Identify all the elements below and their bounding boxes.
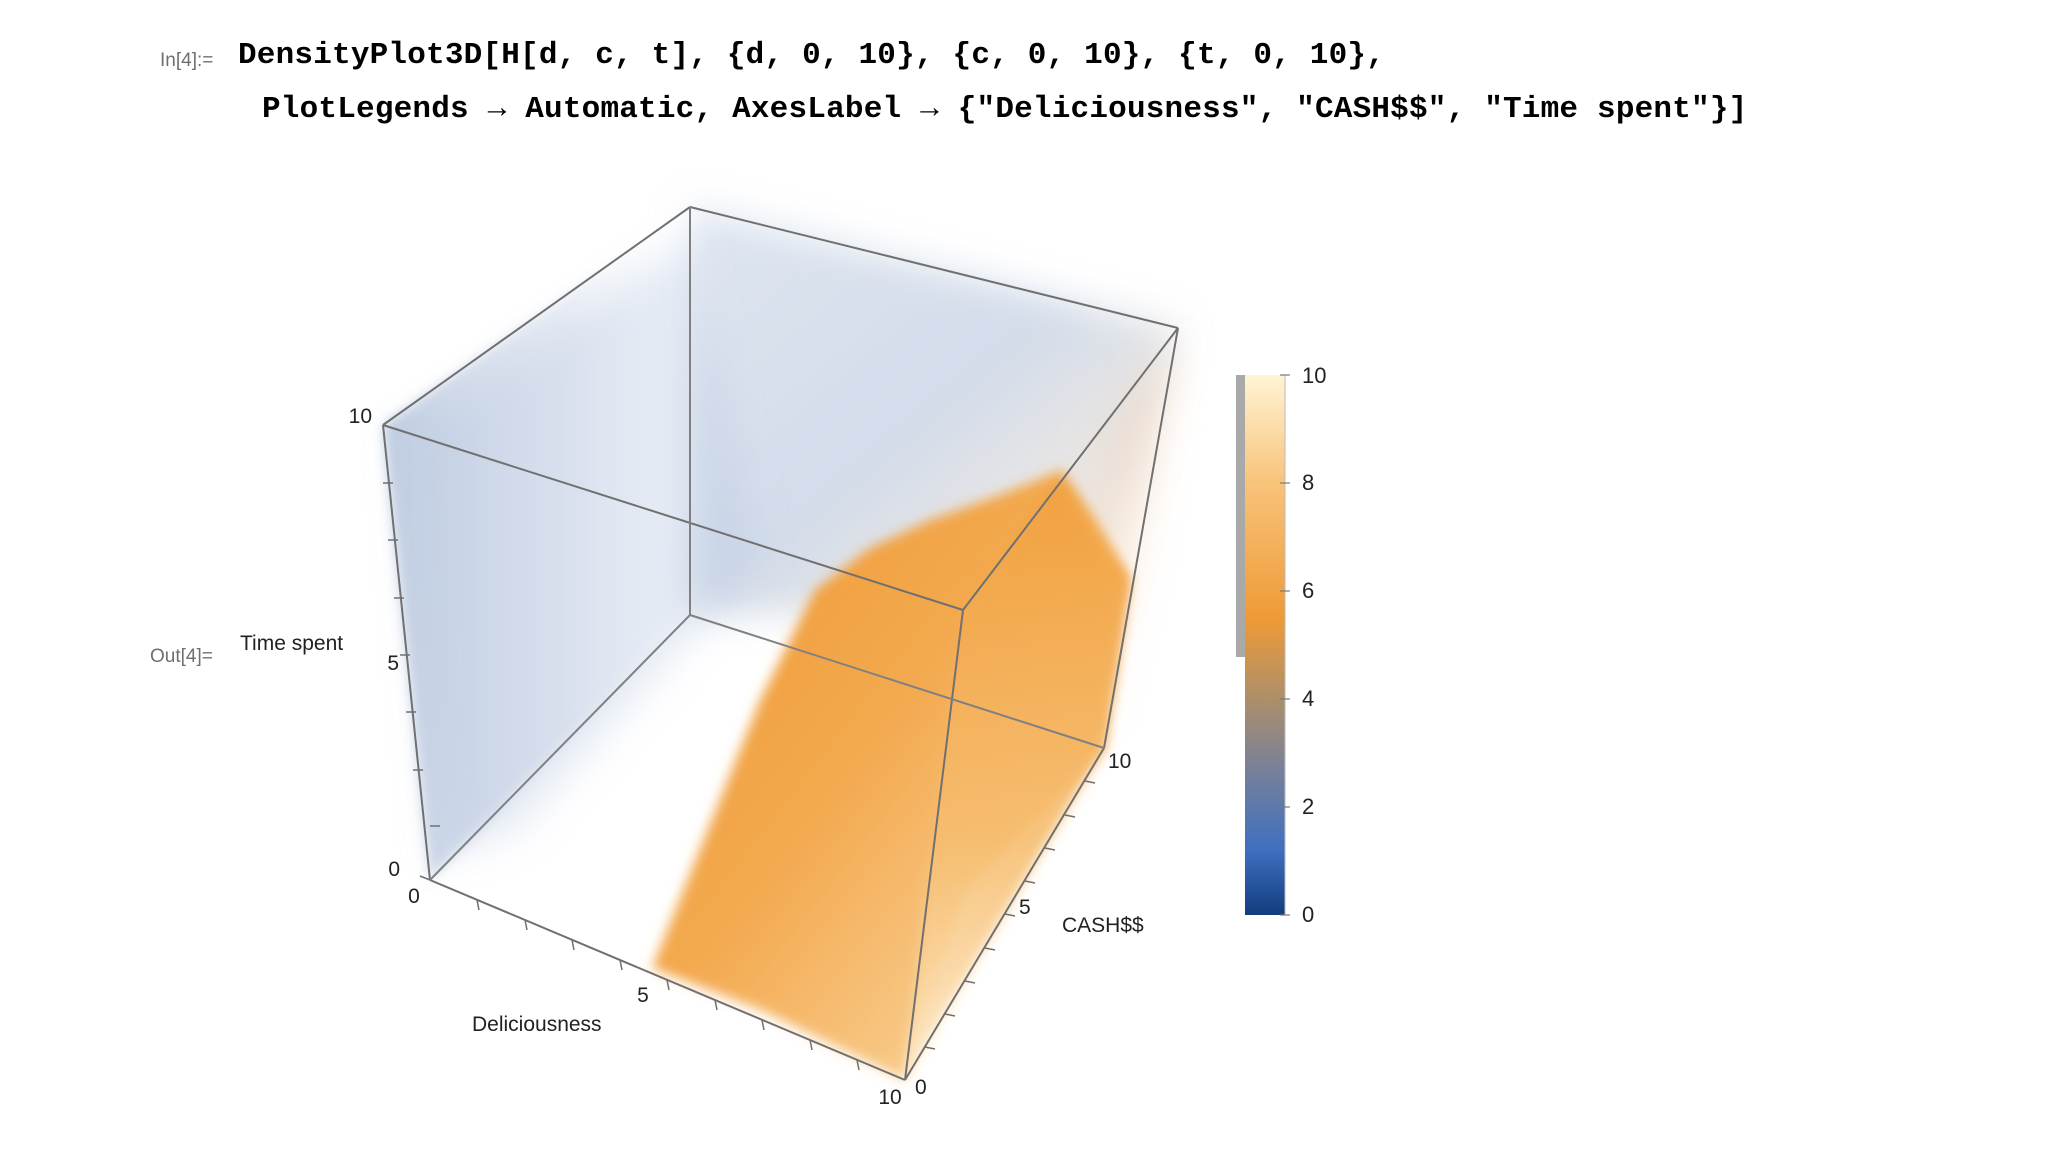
output-cell-label: Out[4]=	[150, 646, 213, 667]
legend-opacity-marker	[1236, 375, 1245, 657]
y-tick-label-0: 0	[915, 1076, 927, 1099]
x-tick-label-0: 0	[408, 885, 420, 908]
x-axis-label: Deliciousness	[472, 1013, 602, 1036]
legend-tick-label-10: 10	[1302, 363, 1326, 388]
input-code-line-2[interactable]: PlotLegends → Automatic, AxesLabel → {"D…	[262, 92, 1748, 127]
x-tick-label-10: 10	[878, 1086, 901, 1109]
color-legend[interactable]: 10 8 6 4 2 0	[1236, 363, 1326, 927]
legend-tick-label-2: 2	[1302, 794, 1314, 819]
legend-tick-label-0: 0	[1302, 902, 1314, 927]
legend-tick-label-8: 8	[1302, 470, 1314, 495]
legend-ticks	[1280, 374, 1290, 916]
z-tick-label-0: 0	[388, 858, 400, 881]
axis-ticks	[383, 482, 1096, 1071]
input-cell-label: In[4]:=	[160, 50, 214, 71]
x-tick-label-5: 5	[637, 984, 649, 1007]
blue-haze	[400, 240, 760, 860]
legend-tick-label-4: 4	[1302, 686, 1314, 711]
y-tick-label-5: 5	[1019, 896, 1031, 919]
z-tick-label-5: 5	[387, 652, 399, 675]
z-axis-label: Time spent	[240, 632, 343, 655]
input-code-line-1[interactable]: DensityPlot3D[H[d, c, t], {d, 0, 10}, {c…	[238, 38, 1385, 73]
legend-gradient-bar	[1245, 375, 1285, 915]
legend-tick-label-6: 6	[1302, 578, 1314, 603]
y-tick-label-10: 10	[1108, 750, 1131, 773]
density-volume	[383, 207, 1178, 1080]
y-axis-label: CASH$$	[1062, 914, 1144, 937]
z-tick-label-10: 10	[349, 405, 372, 428]
